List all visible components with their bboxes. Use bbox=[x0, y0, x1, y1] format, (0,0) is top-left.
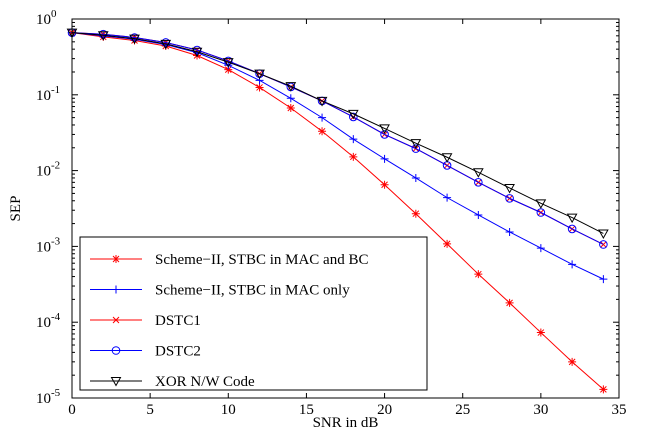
series-line bbox=[71, 32, 604, 390]
y-tick-label: 100 bbox=[36, 8, 57, 28]
data-point bbox=[97, 31, 109, 41]
data-point bbox=[474, 210, 483, 219]
data-point bbox=[504, 183, 515, 194]
data-point bbox=[535, 199, 547, 209]
data-point bbox=[443, 239, 452, 248]
x-axis-label: SNR in dB bbox=[313, 415, 379, 431]
data-point bbox=[567, 224, 577, 234]
data-point bbox=[130, 33, 139, 42]
data-point bbox=[349, 135, 358, 144]
data-point bbox=[224, 65, 233, 74]
x-tick-label: 15 bbox=[299, 402, 314, 418]
legend-item: DSTC2 bbox=[90, 344, 201, 360]
series-line bbox=[71, 32, 604, 234]
data-point bbox=[598, 229, 609, 240]
series-group bbox=[66, 28, 609, 394]
legend-item: Scheme−II, STBC in MAC only bbox=[90, 283, 350, 299]
data-point bbox=[441, 153, 453, 163]
legend-label: Scheme−II, STBC in MAC only bbox=[155, 283, 350, 299]
data-point bbox=[318, 127, 327, 136]
legend-box bbox=[79, 236, 428, 391]
legend-item: XOR N/W Code bbox=[90, 374, 255, 390]
series-line bbox=[71, 32, 604, 280]
data-point bbox=[599, 240, 608, 249]
x-tick-label: 20 bbox=[377, 402, 392, 418]
legend-marker bbox=[112, 316, 120, 324]
data-point bbox=[316, 96, 328, 107]
data-point bbox=[224, 61, 233, 70]
data-point bbox=[505, 298, 514, 307]
y-tick-label: 10-5 bbox=[36, 387, 61, 407]
data-point bbox=[568, 357, 577, 366]
data-point bbox=[599, 385, 608, 394]
legend-marker bbox=[111, 346, 121, 355]
data-point bbox=[222, 58, 234, 68]
data-point bbox=[380, 180, 389, 189]
data-point bbox=[411, 209, 420, 218]
data-point bbox=[286, 103, 295, 112]
x-tick-label: 0 bbox=[68, 402, 76, 418]
data-point bbox=[349, 112, 358, 122]
legend-marker bbox=[112, 285, 120, 294]
legend-item: Scheme−II, STBC in MAC and BC bbox=[90, 252, 368, 268]
data-point bbox=[349, 152, 358, 161]
x-tick-label: 30 bbox=[533, 402, 548, 418]
data-point bbox=[286, 94, 295, 103]
plot-frame bbox=[71, 18, 620, 399]
data-point bbox=[566, 213, 578, 224]
data-point bbox=[285, 82, 297, 92]
data-point bbox=[443, 193, 452, 202]
y-tick-label: 10-1 bbox=[36, 84, 60, 104]
data-point bbox=[129, 34, 140, 45]
data-point bbox=[411, 173, 420, 182]
legend-item: DSTC1 bbox=[90, 313, 201, 329]
data-point bbox=[160, 39, 172, 50]
data-point bbox=[191, 47, 203, 58]
legend-marker bbox=[112, 255, 120, 263]
data-point bbox=[536, 244, 545, 253]
data-point bbox=[318, 113, 327, 122]
data-point bbox=[599, 275, 608, 284]
data-point bbox=[255, 83, 264, 92]
data-point bbox=[380, 154, 389, 163]
legend-label: XOR N/W Code bbox=[155, 374, 255, 390]
series-line bbox=[71, 32, 604, 245]
x-tick-label: 10 bbox=[221, 402, 236, 418]
data-point bbox=[380, 130, 389, 139]
y-axis-label: SEP bbox=[8, 196, 24, 222]
data-point bbox=[536, 328, 545, 337]
data-point bbox=[472, 168, 484, 178]
x-tick-label: 35 bbox=[612, 402, 627, 418]
data-point bbox=[474, 178, 483, 187]
series-5 bbox=[66, 28, 609, 240]
data-point bbox=[410, 139, 422, 149]
data-point bbox=[568, 260, 577, 269]
legend-label: DSTC1 bbox=[155, 313, 201, 329]
y-tick-label: 10-4 bbox=[36, 311, 61, 331]
data-point bbox=[505, 227, 514, 236]
data-point bbox=[347, 109, 359, 120]
data-point bbox=[600, 241, 607, 248]
legend-marker bbox=[110, 377, 122, 387]
legend: Scheme−II, STBC in MAC and BC Scheme−II, … bbox=[79, 236, 428, 391]
x-tick-label: 5 bbox=[146, 402, 154, 418]
legend-label: Scheme−II, STBC in MAC and BC bbox=[155, 252, 368, 268]
data-point bbox=[505, 194, 514, 203]
series-4 bbox=[67, 28, 608, 249]
data-point bbox=[474, 270, 483, 279]
y-tick-label: 10-2 bbox=[36, 160, 60, 180]
data-point bbox=[411, 144, 421, 153]
data-point bbox=[98, 29, 108, 39]
data-point bbox=[379, 124, 390, 134]
data-point bbox=[254, 69, 265, 80]
y-tick-label: 10-3 bbox=[36, 235, 61, 255]
x-tick-label: 25 bbox=[455, 402, 470, 418]
axis-ticks: 0 5 10 15 20 25 30 35 100 10-1 10-2 10-3 10-4 10-5 bbox=[36, 8, 627, 418]
legend-label: DSTC2 bbox=[155, 344, 201, 360]
